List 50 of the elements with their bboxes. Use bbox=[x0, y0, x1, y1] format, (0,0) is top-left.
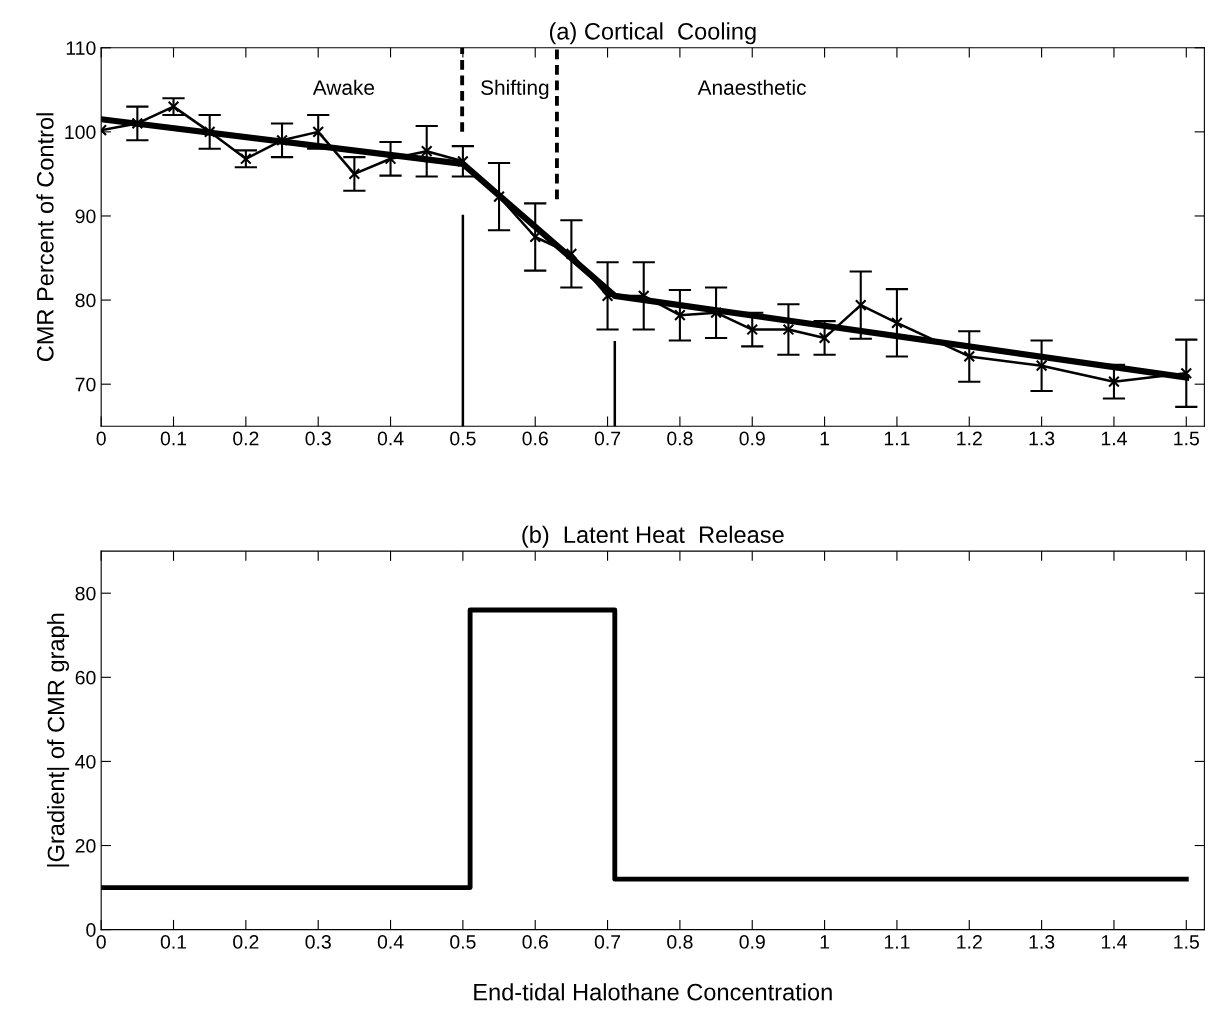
x-tick-label: 1.1 bbox=[884, 935, 910, 949]
y-tick-label: 70 bbox=[75, 377, 96, 392]
x-tick-label: 0.6 bbox=[522, 935, 548, 949]
x-tick-label: 1.5 bbox=[1174, 935, 1199, 949]
x-tick-label: 0 bbox=[96, 935, 106, 949]
x-tick-label: 0.1 bbox=[160, 935, 187, 949]
y-tick-label: 110 bbox=[66, 41, 96, 55]
x-tick-label: 0.1 bbox=[160, 431, 187, 446]
x-tick-label: 1.4 bbox=[1101, 935, 1127, 949]
y-tick-label: 20 bbox=[75, 839, 96, 853]
x-tick-label: 0.8 bbox=[667, 935, 693, 949]
x-tick-label: 0.2 bbox=[233, 431, 259, 446]
x-tick-label: 0.8 bbox=[667, 431, 693, 446]
x-tick-label: 0.5 bbox=[450, 431, 476, 446]
x-tick-label: 0.9 bbox=[739, 431, 765, 446]
x-tick-label: 1 bbox=[820, 935, 830, 949]
y-tick-label: 80 bbox=[75, 586, 96, 601]
x-tick-label: 1.3 bbox=[1029, 431, 1055, 446]
x-tick-label: 0.7 bbox=[594, 431, 621, 446]
y-tick-label: 90 bbox=[75, 209, 96, 224]
x-tick-label: 0.3 bbox=[305, 935, 331, 949]
x-tick-label: 1 bbox=[820, 431, 830, 446]
x-tick-label: 0.5 bbox=[450, 935, 476, 949]
x-tick-label: 0.2 bbox=[233, 935, 259, 949]
y-axis-title: CMR Percent of Control bbox=[36, 113, 54, 362]
chart-title: (a) Cortical Cooling bbox=[549, 22, 756, 45]
x-axis-title: End-tidal Halothane Concentration bbox=[474, 983, 832, 1001]
x-tick-label: 1.4 bbox=[1101, 431, 1127, 446]
y-tick-label: 60 bbox=[75, 670, 96, 685]
x-tick-label: 0.7 bbox=[594, 935, 621, 949]
x-tick-label: 0.4 bbox=[377, 431, 404, 446]
annotation: Shifting bbox=[481, 79, 549, 100]
y-tick-label: 100 bbox=[65, 125, 96, 140]
x-tick-label: 1.5 bbox=[1174, 431, 1199, 446]
y-axis-title: |Gradient| of CMR graph bbox=[47, 613, 70, 867]
annotation: Anaesthetic bbox=[697, 79, 806, 95]
x-tick-label: 1.2 bbox=[957, 935, 982, 949]
x-tick-label: 0.3 bbox=[305, 431, 331, 446]
x-tick-label: 0.4 bbox=[377, 935, 404, 949]
x-tick-label: 1.3 bbox=[1029, 935, 1055, 949]
x-tick-label: 0.6 bbox=[522, 431, 548, 446]
x-tick-label: 1.2 bbox=[957, 431, 982, 446]
annotation: Awake bbox=[312, 79, 375, 95]
x-tick-label: 0 bbox=[96, 431, 106, 446]
y-tick-label: 40 bbox=[75, 754, 96, 769]
chart-title: (b) Latent Heat Release bbox=[522, 525, 784, 548]
x-tick-label: 1.1 bbox=[884, 431, 910, 446]
y-tick-label: 0 bbox=[86, 923, 96, 937]
y-tick-label: 80 bbox=[75, 293, 96, 308]
x-tick-label: 0.9 bbox=[739, 935, 765, 949]
